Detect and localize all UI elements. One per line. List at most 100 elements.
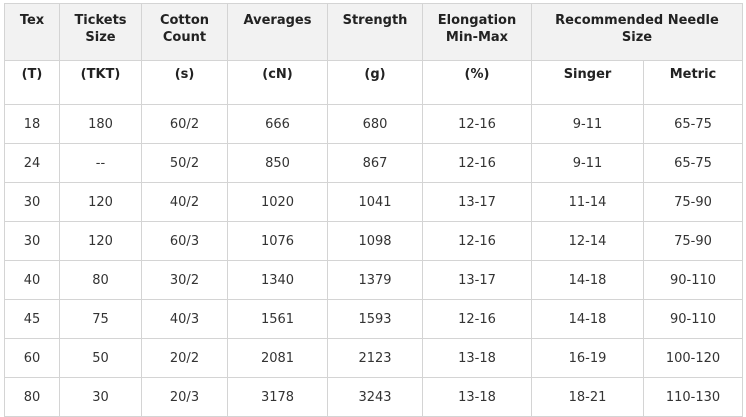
- header-cell: Averages: [227, 3, 328, 61]
- header-text: Elongation: [437, 13, 517, 28]
- data-cell: 75-90: [643, 221, 743, 261]
- data-cell: 13-17: [422, 182, 532, 222]
- unit-cell: (s): [141, 60, 228, 105]
- header-cell: Recommended Needle Size: [531, 3, 743, 61]
- data-cell: 40/2: [141, 182, 228, 222]
- header-text: Tex: [19, 13, 45, 28]
- data-cell: 65-75: [643, 143, 743, 183]
- data-cell: 80: [4, 377, 60, 417]
- data-cell: 90-110: [643, 299, 743, 339]
- data-cell: 2123: [327, 338, 423, 378]
- data-cell: 16-19: [531, 338, 644, 378]
- data-cell: 867: [327, 143, 423, 183]
- data-cell: 666: [227, 104, 328, 144]
- header-text: Min-Max: [445, 30, 509, 45]
- data-row: 24 -- 50/2 850 867 12-16 9-11 65-75: [4, 143, 743, 183]
- unit-cell: (g): [327, 60, 423, 105]
- data-cell: 75-90: [643, 182, 743, 222]
- data-cell: 1041: [327, 182, 423, 222]
- data-row: 40 80 30/2 1340 1379 13-17 14-18 90-110: [4, 260, 743, 300]
- data-cell: 65-75: [643, 104, 743, 144]
- data-cell: 120: [59, 182, 142, 222]
- data-cell: 30: [4, 182, 60, 222]
- data-cell: 110-130: [643, 377, 743, 417]
- data-cell: 12-16: [422, 299, 532, 339]
- data-cell: 30: [59, 377, 142, 417]
- unit-cell: (T): [4, 60, 60, 105]
- data-cell: 20/3: [141, 377, 228, 417]
- data-cell: 50/2: [141, 143, 228, 183]
- data-cell: 120: [59, 221, 142, 261]
- data-cell: 18-21: [531, 377, 644, 417]
- header-text: Tickets: [74, 13, 127, 28]
- data-cell: 60/2: [141, 104, 228, 144]
- header-cell: Elongation Min-Max: [422, 3, 532, 61]
- data-cell: 40/3: [141, 299, 228, 339]
- data-cell: 90-110: [643, 260, 743, 300]
- thread-table: Tex Tickets Size Cotton Count Averages Strengt…: [4, 3, 743, 417]
- unit-cell: Singer: [531, 60, 644, 105]
- header-cell: Strength: [327, 3, 423, 61]
- data-cell: 1340: [227, 260, 328, 300]
- data-cell: 45: [4, 299, 60, 339]
- data-cell: 2081: [227, 338, 328, 378]
- data-cell: 9-11: [531, 104, 644, 144]
- data-cell: 3178: [227, 377, 328, 417]
- data-cell: 1098: [327, 221, 423, 261]
- data-cell: 680: [327, 104, 423, 144]
- data-cell: 13-18: [422, 377, 532, 417]
- header-text: Size: [621, 30, 653, 45]
- data-cell: 11-14: [531, 182, 644, 222]
- data-cell: 12-16: [422, 143, 532, 183]
- data-cell: 12-14: [531, 221, 644, 261]
- table-body: Tex Tickets Size Cotton Count Averages Strengt…: [4, 3, 743, 417]
- data-cell: --: [59, 143, 142, 183]
- header-text: Strength: [342, 13, 408, 28]
- data-cell: 50: [59, 338, 142, 378]
- data-cell: 14-18: [531, 299, 644, 339]
- units-row: (T) (TKT) (s) (cN) (g) (%) Singer Metric: [4, 60, 743, 105]
- unit-cell: (cN): [227, 60, 328, 105]
- data-cell: 100-120: [643, 338, 743, 378]
- data-cell: 80: [59, 260, 142, 300]
- data-cell: 60: [4, 338, 60, 378]
- header-text: Count: [162, 30, 207, 45]
- data-cell: 24: [4, 143, 60, 183]
- data-cell: 40: [4, 260, 60, 300]
- data-cell: 30: [4, 221, 60, 261]
- data-cell: 14-18: [531, 260, 644, 300]
- header-row: Tex Tickets Size Cotton Count Averages Strengt…: [4, 3, 743, 61]
- data-cell: 1076: [227, 221, 328, 261]
- unit-cell: (%): [422, 60, 532, 105]
- header-text: Size: [85, 30, 116, 45]
- data-row: 30 120 40/2 1020 1041 13-17 11-14 75-90: [4, 182, 743, 222]
- data-cell: 18: [4, 104, 60, 144]
- header-cell: Cotton Count: [141, 3, 228, 61]
- data-cell: 20/2: [141, 338, 228, 378]
- data-cell: 1561: [227, 299, 328, 339]
- data-cell: 75: [59, 299, 142, 339]
- header-text: Averages: [243, 13, 312, 28]
- data-cell: 13-17: [422, 260, 532, 300]
- data-cell: 13-18: [422, 338, 532, 378]
- data-cell: 1593: [327, 299, 423, 339]
- data-cell: 1020: [227, 182, 328, 222]
- header-cell: Tex: [4, 3, 60, 61]
- data-row: 18 180 60/2 666 680 12-16 9-11 65-75: [4, 104, 743, 144]
- header-cell: Tickets Size: [59, 3, 142, 61]
- data-cell: 12-16: [422, 104, 532, 144]
- data-row: 80 30 20/3 3178 3243 13-18 18-21 110-130: [4, 377, 743, 417]
- data-row: 45 75 40/3 1561 1593 12-16 14-18 90-110: [4, 299, 743, 339]
- data-cell: 1379: [327, 260, 423, 300]
- data-cell: 60/3: [141, 221, 228, 261]
- header-text: Recommended Needle: [555, 13, 719, 28]
- data-row: 30 120 60/3 1076 1098 12-16 12-14 75-90: [4, 221, 743, 261]
- data-row: 60 50 20/2 2081 2123 13-18 16-19 100-120: [4, 338, 743, 378]
- data-cell: 3243: [327, 377, 423, 417]
- header-text: Cotton: [159, 13, 210, 28]
- data-cell: 9-11: [531, 143, 644, 183]
- data-cell: 850: [227, 143, 328, 183]
- data-cell: 30/2: [141, 260, 228, 300]
- data-cell: 180: [59, 104, 142, 144]
